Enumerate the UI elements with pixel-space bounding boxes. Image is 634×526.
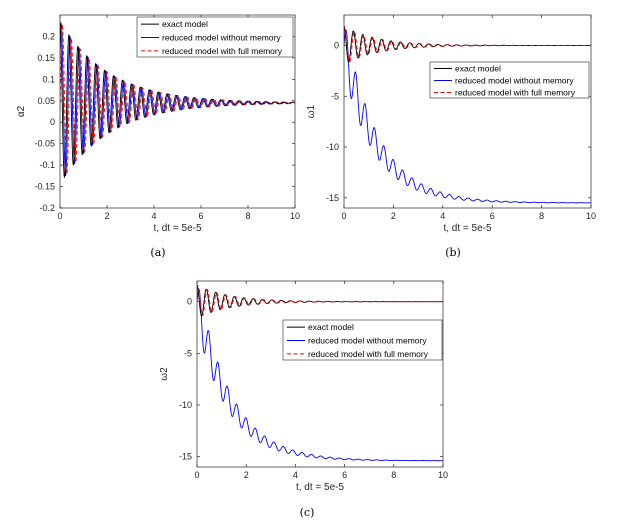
legend-label: reduced model without memory: [308, 336, 427, 346]
y-tick-label: 0: [334, 40, 339, 50]
y-tick-label: -0.15: [34, 182, 55, 192]
x-tick-label: 2: [104, 211, 109, 221]
plot-area: [344, 15, 591, 208]
x-tick-label: 10: [438, 470, 448, 480]
x-tick-label: 10: [586, 211, 596, 221]
axes-box: [196, 280, 444, 468]
y-tick-label: 0.2: [42, 31, 55, 41]
x-tick-label: 8: [539, 211, 544, 221]
y-tick-label: -10: [179, 400, 192, 410]
y-axis-label: ω1: [306, 104, 317, 118]
plot-area: [197, 281, 443, 467]
figure-caption: (c): [300, 506, 315, 519]
x-tick-label: 8: [391, 470, 396, 480]
legend-label: reduced model with full memory: [308, 349, 429, 359]
axes-box: [59, 14, 296, 209]
legend-label: reduced model without memory: [455, 76, 574, 86]
legend: exact model reduced model without memory r…: [136, 16, 294, 58]
y-tick-label: -10: [326, 142, 339, 152]
series-line-b-2: [344, 26, 591, 63]
y-axis-label: ω2: [159, 367, 170, 381]
y-tick-label: 0: [50, 117, 55, 127]
chart-c: 0 2 4 6 8 10 -15 -10 -5 0 t, dt = 5e-5 ω2 exact mode…: [159, 280, 448, 519]
figure-caption: (a): [150, 246, 165, 259]
y-tick-label: -5: [331, 91, 339, 101]
x-tick-label: 8: [245, 211, 250, 221]
series-line-a-1: [60, 22, 295, 177]
legend-label: exact model: [162, 19, 208, 29]
x-axis-label: t, dt = 5e-5: [153, 223, 202, 234]
x-tick-label: 2: [244, 470, 249, 480]
legend-label: reduced model with full memory: [455, 88, 576, 98]
x-axis-label: t, dt = 5e-5: [443, 223, 492, 234]
x-axis-label: t, dt = 5e-5: [296, 482, 345, 493]
legend-label: reduced model without memory: [162, 33, 281, 43]
legend-box: [136, 16, 294, 58]
x-tick-label: 10: [290, 211, 300, 221]
y-tick-label: -15: [179, 452, 192, 462]
x-tick-label: 2: [391, 211, 396, 221]
y-tick-label: -5: [184, 348, 192, 358]
y-tick-label: -0.2: [39, 203, 55, 213]
axes-box: [343, 14, 592, 209]
x-tick-label: 6: [198, 211, 203, 221]
y-tick-label: 0.15: [37, 53, 55, 63]
x-tick-label: 4: [293, 470, 298, 480]
legend-label: exact model: [455, 64, 501, 74]
chart-b: 0 2 4 6 8 10 -15 -10 -5 0 t, dt = 5e-5 ω1 exact mode…: [306, 14, 596, 259]
series-line-c-2: [197, 285, 443, 317]
legend-label: reduced model with full memory: [162, 46, 283, 56]
y-tick-label: 0.05: [37, 96, 55, 106]
x-tick-label: 0: [194, 470, 199, 480]
series-group: [197, 284, 443, 462]
y-tick-label: -0.05: [34, 139, 55, 149]
series-line-a-0: [60, 21, 295, 178]
x-tick-label: 0: [57, 211, 62, 221]
series-group: [60, 21, 295, 178]
legend-box: [282, 319, 443, 361]
y-tick-label: -15: [326, 193, 339, 203]
series-group: [344, 25, 591, 204]
y-tick-label: 0: [187, 297, 192, 307]
legend-label: exact model: [308, 322, 354, 332]
figure-caption: (b): [445, 246, 461, 259]
x-tick-label: 4: [151, 211, 156, 221]
y-tick-label: 0.1: [42, 74, 55, 84]
chart-a: 0 2 4 6 8 10 -0.2 -0.15 -0.1 -0.05 0 0.05 0.1 0.15 0.2…: [16, 14, 300, 259]
legend: exact model reduced model without memory r…: [282, 319, 443, 361]
x-tick-label: 0: [341, 211, 346, 221]
legend-box: [429, 61, 590, 99]
y-tick-label: -0.1: [39, 160, 55, 170]
series-line-a-2: [60, 24, 295, 175]
x-tick-label: 6: [342, 470, 347, 480]
x-tick-label: 4: [440, 211, 445, 221]
y-axis-label: α2: [16, 105, 27, 117]
x-tick-label: 6: [490, 211, 495, 221]
legend: exact model reduced model without memory r…: [429, 61, 590, 99]
series-line-c-1: [197, 288, 443, 462]
series-line-b-1: [344, 29, 591, 204]
